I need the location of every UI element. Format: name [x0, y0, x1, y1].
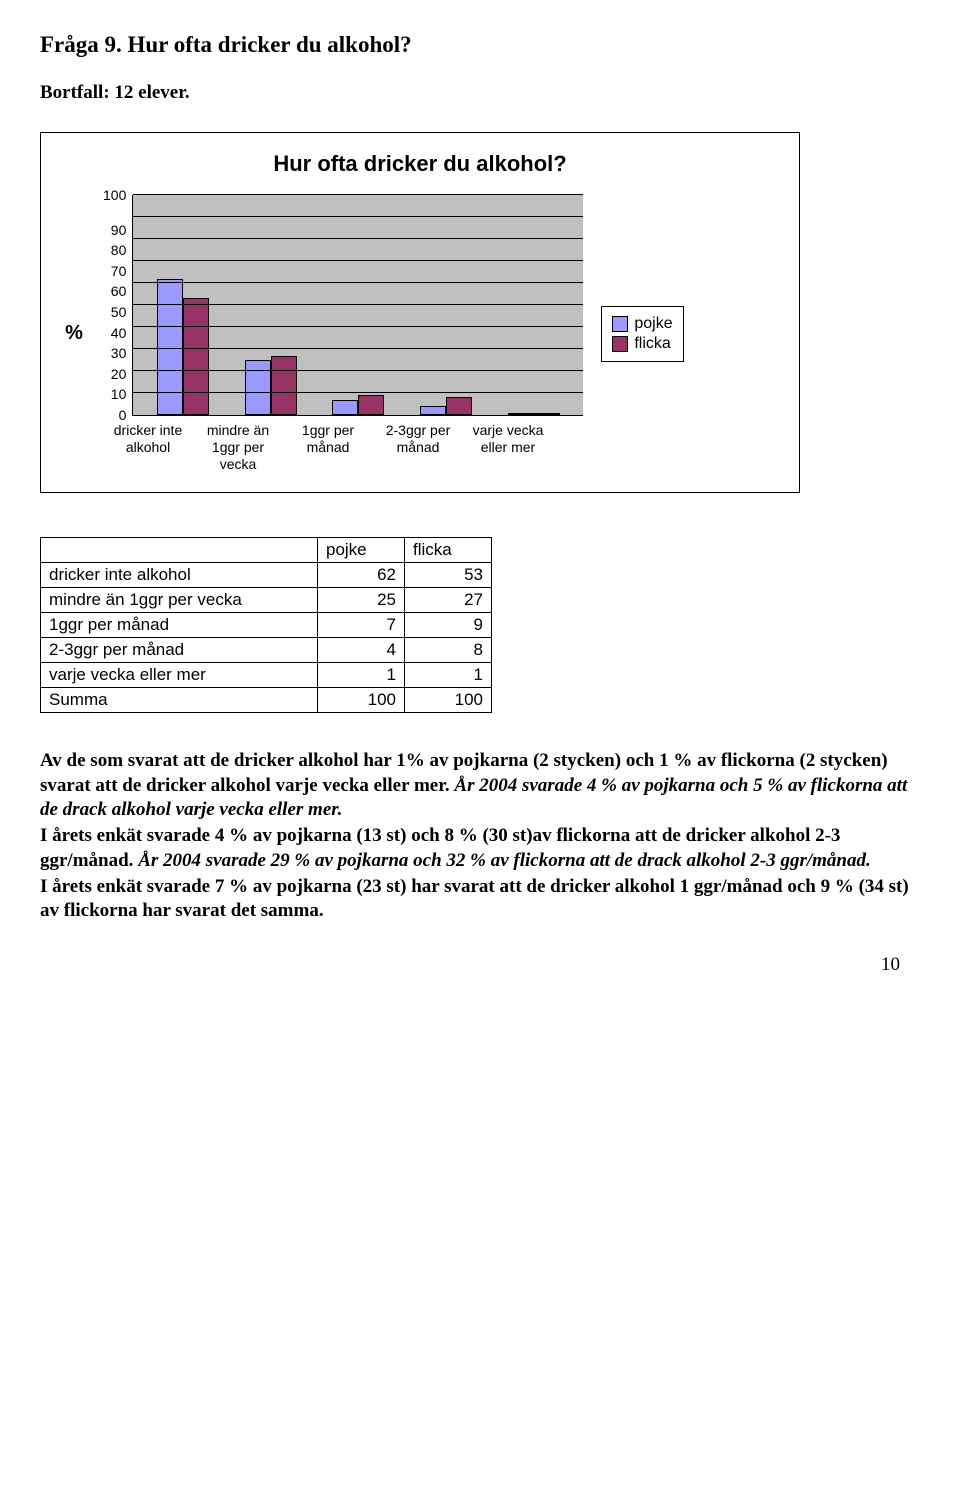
table-cell: 1 — [318, 663, 405, 688]
table-cell: 8 — [405, 638, 492, 663]
x-tick-label: varje vecka eller mer — [468, 422, 548, 472]
bar — [420, 406, 446, 415]
bar — [271, 356, 297, 415]
table-cell: 4 — [318, 638, 405, 663]
data-table: pojkeflicka dricker inte alkohol6253mind… — [40, 537, 492, 713]
page-heading: Fråga 9. Hur ofta dricker du alkohol? — [40, 32, 920, 58]
legend-label: pojke — [634, 315, 672, 333]
x-tick-label: 2-3ggr per månad — [378, 422, 458, 472]
table-cell: 27 — [405, 588, 492, 613]
bar — [157, 279, 183, 415]
table-header: flicka — [405, 538, 492, 563]
table-header: pojke — [318, 538, 405, 563]
bar — [446, 397, 472, 415]
table-row: 2-3ggr per månad48 — [41, 638, 492, 663]
bar-group — [328, 395, 388, 415]
x-axis-labels: dricker inte alkoholmindre än 1ggr per v… — [103, 416, 553, 472]
chart-title: Hur ofta dricker du alkohol? — [63, 151, 777, 177]
bar — [358, 395, 384, 415]
y-axis-label: % — [63, 322, 85, 345]
table-cell: 100 — [318, 688, 405, 713]
bar — [183, 298, 209, 415]
x-tick-label: dricker inte alkohol — [108, 422, 188, 472]
table-cell: 1ggr per månad — [41, 613, 318, 638]
table-cell: 100 — [405, 688, 492, 713]
legend-label: flicka — [634, 335, 670, 353]
bar-group — [153, 279, 213, 415]
legend-swatch — [612, 336, 628, 352]
page-number: 10 — [40, 954, 920, 976]
x-tick-label: mindre än 1ggr per vecka — [198, 422, 278, 472]
table-cell: mindre än 1ggr per vecka — [41, 588, 318, 613]
legend-item: pojke — [612, 315, 672, 333]
table-cell: 62 — [318, 563, 405, 588]
bar — [245, 360, 271, 415]
table-cell: varje vecka eller mer — [41, 663, 318, 688]
bar — [508, 413, 534, 415]
table-cell: 53 — [405, 563, 492, 588]
table-cell: dricker inte alkohol — [41, 563, 318, 588]
plot-area — [132, 195, 583, 416]
table-cell: 25 — [318, 588, 405, 613]
chart-container: Hur ofta dricker du alkohol? % 100908070… — [40, 132, 800, 493]
bar-group — [241, 356, 301, 415]
legend: pojke flicka — [601, 306, 683, 362]
table-cell: 2-3ggr per månad — [41, 638, 318, 663]
table-header — [41, 538, 318, 563]
bar-group — [416, 397, 476, 415]
table-row: mindre än 1ggr per vecka2527 — [41, 588, 492, 613]
subheading: Bortfall: 12 elever. — [40, 82, 920, 104]
table-cell: 1 — [405, 663, 492, 688]
table-row: Summa100100 — [41, 688, 492, 713]
body-text: Av de som svarat att de dricker alkohol … — [40, 749, 920, 923]
legend-swatch — [612, 316, 628, 332]
table-row: varje vecka eller mer11 — [41, 663, 492, 688]
table-cell: Summa — [41, 688, 318, 713]
bar — [332, 400, 358, 415]
x-tick-label: 1ggr per månad — [288, 422, 368, 472]
y-axis-ticks: 1009080706050403020100 — [103, 195, 132, 415]
table-cell: 9 — [405, 613, 492, 638]
table-row: 1ggr per månad79 — [41, 613, 492, 638]
table-cell: 7 — [318, 613, 405, 638]
table-row: dricker inte alkohol6253 — [41, 563, 492, 588]
bar — [534, 413, 560, 415]
bar-group — [504, 413, 564, 415]
legend-item: flicka — [612, 335, 672, 353]
